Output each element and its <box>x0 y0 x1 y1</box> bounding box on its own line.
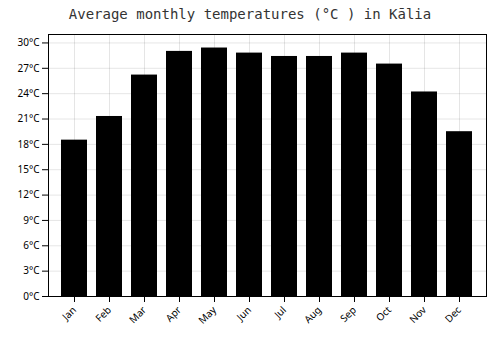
svg-text:15°C: 15°C <box>17 162 40 176</box>
svg-text:Aug: Aug <box>301 303 324 326</box>
svg-text:0°C: 0°C <box>23 289 40 303</box>
svg-text:Jan: Jan <box>58 303 79 324</box>
svg-text:21°C: 21°C <box>17 111 40 125</box>
svg-text:Apr: Apr <box>162 303 184 325</box>
svg-text:Nov: Nov <box>406 302 430 326</box>
svg-text:9°C: 9°C <box>23 213 40 227</box>
svg-text:24°C: 24°C <box>17 86 40 100</box>
svg-text:Mar: Mar <box>126 303 149 326</box>
svg-text:Dec: Dec <box>441 303 464 326</box>
svg-text:Sep: Sep <box>337 303 359 325</box>
svg-text:Oct: Oct <box>373 303 395 325</box>
svg-text:30°C: 30°C <box>17 35 40 49</box>
svg-text:Feb: Feb <box>92 303 114 325</box>
svg-text:6°C: 6°C <box>23 238 40 252</box>
html-text:Average monthly temperatures (: Average monthly temperatures (°C ) in Kā… <box>68 6 432 22</box>
svg-text:12°C: 12°C <box>17 187 40 201</box>
svg-text:18°C: 18°C <box>17 137 40 151</box>
svg-text:May: May <box>195 302 220 327</box>
svg-text:Jun: Jun <box>233 303 254 324</box>
svg-text:27°C: 27°C <box>17 61 40 75</box>
svg-text:Jul: Jul <box>270 303 289 322</box>
svg-text:3°C: 3°C <box>23 263 40 277</box>
